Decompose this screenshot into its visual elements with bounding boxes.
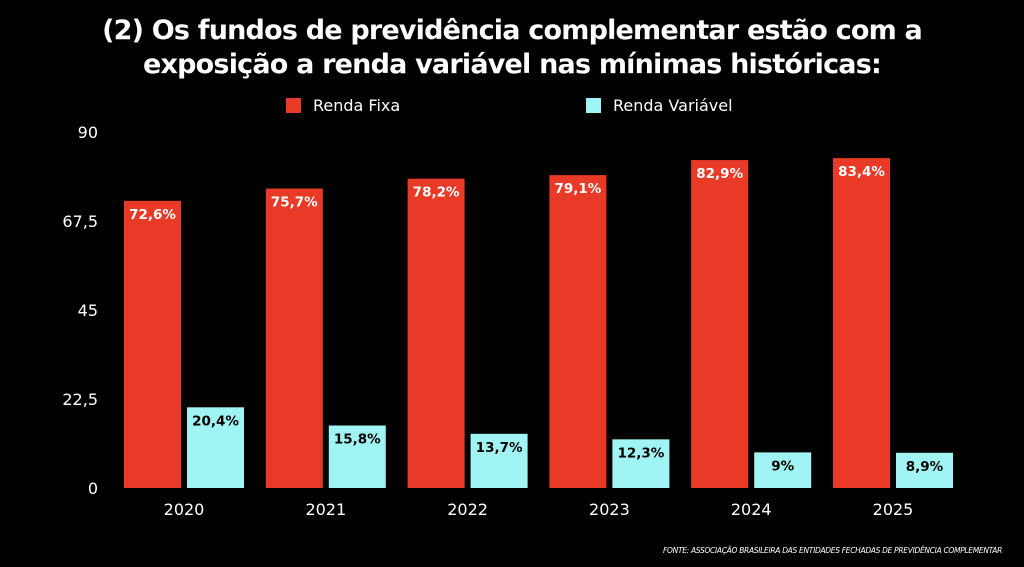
- data-label: 12,3%: [617, 445, 664, 461]
- bar-renda-variavel: [754, 452, 812, 488]
- bar-renda-fixa: [549, 175, 607, 489]
- bar-renda-variavel: [612, 439, 670, 488]
- bar-renda-fixa: [833, 158, 890, 488]
- legend-swatch-renda-fixa: [286, 98, 301, 113]
- bar-renda-variavel: [328, 425, 386, 488]
- data-label: 15,8%: [334, 432, 381, 448]
- y-tick-label: 67,5: [62, 212, 98, 231]
- legend-item-renda-variavel: Renda Variável: [586, 96, 733, 115]
- data-label: 75,7%: [271, 195, 318, 211]
- data-label: 72,6%: [129, 207, 176, 223]
- legend: Renda Fixa Renda Variável: [0, 96, 1024, 118]
- bar-renda-fixa: [124, 200, 181, 488]
- data-label: 83,4%: [838, 164, 885, 180]
- bar-renda-variavel: [470, 433, 528, 488]
- bar-renda-fixa: [265, 188, 323, 488]
- data-label: 13,7%: [476, 440, 523, 456]
- legend-item-renda-fixa: Renda Fixa: [286, 96, 400, 115]
- legend-label-renda-variavel: Renda Variável: [613, 96, 733, 115]
- bar-renda-variavel: [896, 452, 953, 488]
- x-tick-label: 2020: [164, 500, 205, 519]
- y-tick-label: 45: [78, 301, 98, 320]
- bar-renda-fixa: [407, 178, 465, 489]
- data-label: 8,9%: [906, 459, 944, 475]
- y-tick-label: 90: [78, 123, 98, 142]
- bar-renda-variavel: [187, 407, 244, 488]
- data-label: 20,4%: [192, 413, 239, 429]
- x-tick-label: 2021: [305, 500, 346, 519]
- data-label: 78,2%: [413, 185, 460, 201]
- y-tick-label: 0: [88, 479, 98, 498]
- title-line-2: exposição a renda variável nas mínimas h…: [143, 49, 882, 80]
- title-line-1: (2) Os fundos de previdência complementa…: [102, 15, 923, 46]
- data-label: 82,9%: [696, 166, 743, 182]
- source-note: FONTE: ASSOCIAÇÃO BRASILEIRA DAS ENTIDAD…: [663, 546, 1002, 555]
- bar-renda-fixa: [691, 160, 749, 488]
- legend-label-renda-fixa: Renda Fixa: [313, 96, 401, 115]
- x-tick-label: 2025: [873, 500, 914, 519]
- x-tick-label: 2024: [731, 500, 772, 519]
- y-tick-label: 22,5: [62, 390, 98, 409]
- data-label: 9%: [771, 458, 794, 474]
- chart-title: (2) Os fundos de previdência complementa…: [0, 14, 1024, 82]
- data-label: 79,1%: [554, 181, 601, 197]
- legend-swatch-renda-variavel: [586, 98, 601, 113]
- x-tick-label: 2023: [589, 500, 630, 519]
- x-tick-label: 2022: [447, 500, 488, 519]
